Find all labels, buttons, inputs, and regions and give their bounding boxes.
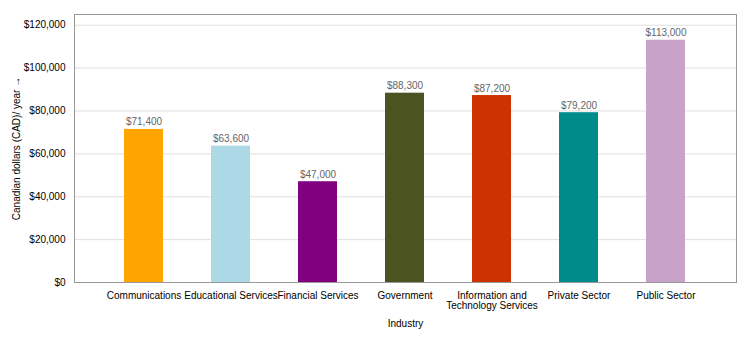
svg-text:$120,000: $120,000 (24, 19, 66, 30)
svg-text:$71,400: $71,400 (126, 116, 163, 127)
svg-text:$88,300: $88,300 (387, 80, 424, 91)
svg-text:$20,000: $20,000 (29, 234, 66, 245)
svg-text:$47,000: $47,000 (300, 169, 337, 180)
svg-text:Private Sector: Private Sector (548, 290, 611, 301)
svg-text:$79,200: $79,200 (561, 100, 598, 111)
svg-text:Canadian dollars (CAD)/ year →: Canadian dollars (CAD)/ year → (11, 77, 22, 220)
svg-text:Communications: Communications (107, 290, 181, 301)
svg-text:$63,600: $63,600 (213, 133, 250, 144)
svg-text:Government: Government (377, 290, 432, 301)
svg-text:$60,000: $60,000 (29, 148, 66, 159)
svg-text:$100,000: $100,000 (24, 62, 66, 73)
svg-text:$113,000: $113,000 (646, 27, 687, 38)
svg-text:$0: $0 (54, 277, 66, 288)
svg-text:Information andTechnology Serv: Information andTechnology Services (446, 290, 538, 311)
svg-text:$87,200: $87,200 (474, 83, 511, 94)
svg-text:$80,000: $80,000 (29, 105, 66, 116)
svg-text:Educational Services: Educational Services (184, 290, 277, 301)
svg-text:$40,000: $40,000 (29, 191, 66, 202)
svg-text:Financial Services: Financial Services (277, 290, 358, 301)
svg-text:Industry: Industry (388, 318, 424, 329)
svg-text:Public Sector: Public Sector (637, 290, 697, 301)
